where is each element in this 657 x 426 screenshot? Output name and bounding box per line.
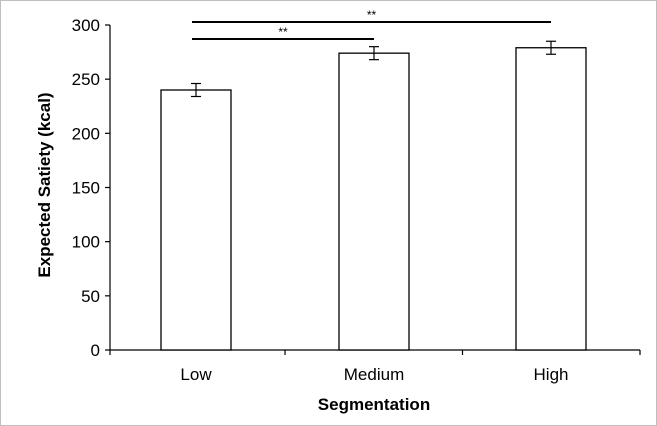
y-tick-label: 200 — [72, 124, 100, 143]
x-axis-title: Segmentation — [318, 395, 430, 414]
significance-label: ** — [278, 25, 288, 39]
y-tick-label: 300 — [72, 16, 100, 35]
y-tick-label: 100 — [72, 233, 100, 252]
bar-medium — [338, 52, 410, 351]
significance-label: ** — [367, 8, 377, 22]
x-tick-label-medium: Medium — [344, 365, 404, 384]
y-tick-label: 0 — [91, 341, 100, 360]
bar-low — [160, 89, 232, 351]
x-tick-label-low: Low — [180, 365, 212, 384]
y-tick-label: 250 — [72, 70, 100, 89]
y-tick-label: 50 — [81, 287, 100, 306]
plot-area: 0 50 100 150 200 250 300 Low Medium High ** ** — [72, 8, 641, 384]
y-axis-title: Expected Satiety (kcal) — [35, 92, 54, 277]
bar-high — [515, 47, 587, 351]
x-tick-label-high: High — [534, 365, 569, 384]
y-tick-label: 150 — [72, 179, 100, 198]
